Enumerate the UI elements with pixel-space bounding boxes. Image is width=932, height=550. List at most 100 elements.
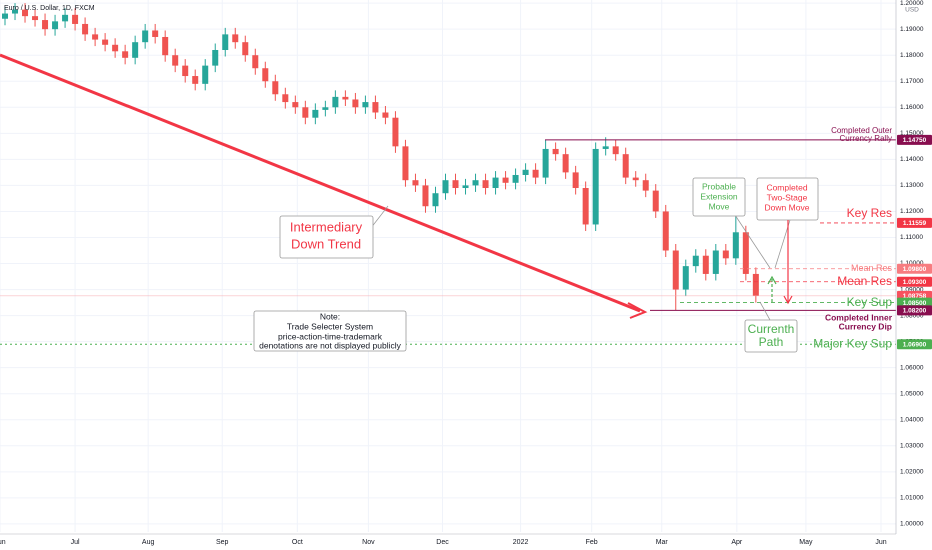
candle-body	[242, 42, 249, 56]
candle-body	[532, 169, 539, 178]
y-tick-label: 1.01000	[900, 495, 924, 502]
y-tick-label: 1.09000	[900, 286, 924, 293]
currency-label: USD	[905, 7, 919, 14]
x-tick-label: 2022	[513, 539, 529, 546]
y-tick-label: 1.04000	[900, 416, 924, 423]
candle-body	[192, 76, 199, 84]
candle-body	[542, 148, 549, 178]
candle-body	[502, 177, 509, 183]
candle-body	[302, 107, 309, 118]
candle-body	[332, 96, 339, 108]
candle-body	[632, 177, 639, 181]
level-name: Key Sup	[847, 295, 893, 309]
candle-body	[32, 16, 39, 21]
level-name: Completed Inner	[825, 313, 893, 323]
path-text: Currenth	[748, 322, 795, 336]
candle-body	[262, 68, 269, 82]
candle-body	[422, 185, 429, 207]
note-text: denotations are not displayed publicly	[259, 340, 402, 350]
level-name: Currency Rally	[840, 134, 892, 143]
extension-box	[692, 177, 746, 217]
candle-body	[272, 81, 279, 95]
candle-body	[582, 188, 589, 225]
price-tag-label: 1.11559	[903, 220, 927, 227]
y-tick-label: 1.06000	[900, 364, 924, 371]
candle-body	[292, 102, 299, 108]
candle-body	[212, 49, 219, 66]
price-tag-label: 1.08200	[903, 308, 927, 315]
level-name: Mean Res	[837, 274, 892, 288]
candle-body	[432, 193, 439, 207]
note-box	[253, 310, 407, 352]
x-tick-label: Jun	[875, 539, 886, 546]
price-tag-label: 1.06900	[903, 341, 927, 348]
x-tick-label: Nov	[362, 539, 375, 546]
x-tick-label: Sep	[216, 539, 229, 546]
candle-body	[52, 21, 59, 30]
candle-body	[612, 146, 619, 155]
extension-text: Extension	[700, 191, 738, 201]
level-name: Completed Outer	[831, 126, 892, 135]
y-tick-label: 1.00000	[900, 521, 924, 528]
candle-body	[732, 232, 739, 259]
price-tag	[897, 134, 932, 145]
candle-body	[712, 250, 719, 274]
candle-body	[362, 102, 369, 108]
price-tag-label: 1.09800	[903, 266, 927, 273]
candle-body	[72, 14, 79, 24]
x-tick-label: Jun	[0, 539, 6, 546]
candle-body	[382, 112, 389, 118]
x-tick-label: Apr	[731, 539, 743, 546]
y-tick-label: 1.13000	[900, 182, 924, 189]
callout-pointer	[759, 301, 771, 321]
candle-body	[642, 180, 649, 191]
candle-body	[82, 23, 89, 35]
two-stage-text: Completed	[766, 182, 807, 192]
candle-body	[392, 117, 399, 147]
trend-line	[0, 53, 641, 313]
candle-body	[602, 146, 609, 149]
callout-pointer	[734, 214, 771, 269]
trend-text: Down Trend	[291, 236, 361, 251]
y-tick-label: 1.19000	[900, 26, 924, 33]
candle-body	[472, 180, 479, 186]
price-tag	[897, 297, 932, 308]
candle-body	[722, 250, 729, 259]
two-stage-text: Two-Stage	[767, 192, 808, 202]
candle-body	[322, 107, 329, 110]
candle-body	[142, 30, 149, 43]
candle-body	[182, 65, 189, 77]
candle-body	[562, 154, 569, 173]
candle-body	[742, 232, 749, 274]
candle-body	[102, 39, 109, 45]
level-name: Major Key Sup	[813, 336, 892, 350]
candle-body	[162, 36, 169, 56]
level-name: Currency Dip	[839, 322, 892, 332]
x-tick-label: Oct	[292, 539, 303, 546]
price-tag-label: 1.09300	[903, 279, 927, 286]
price-tag-label: 1.08758	[903, 293, 927, 300]
candle-body	[482, 180, 489, 189]
candle-body	[372, 102, 379, 113]
price-tag-label: 1.08500	[903, 300, 927, 307]
path-box	[744, 319, 798, 353]
level-name: Mean Res	[851, 263, 893, 273]
candle-body	[122, 51, 129, 58]
y-tick-label: 1.03000	[900, 443, 924, 450]
trend-text: Intermediary	[290, 219, 363, 234]
price-tag-label: 1.14750	[903, 137, 927, 144]
candle-body	[692, 255, 699, 267]
candle-body	[252, 55, 259, 69]
candle-body	[282, 94, 289, 103]
candle-body	[682, 266, 689, 290]
y-tick-label: 1.18000	[900, 52, 924, 59]
x-tick-label: Mar	[656, 539, 669, 546]
note-text: price-action-time-trademark	[278, 331, 383, 341]
price-tag	[897, 217, 932, 228]
candle-body	[412, 180, 419, 186]
candles	[2, 3, 759, 311]
candle-body	[232, 34, 239, 43]
candle-body	[42, 20, 49, 30]
x-tick-label: Feb	[586, 539, 598, 546]
